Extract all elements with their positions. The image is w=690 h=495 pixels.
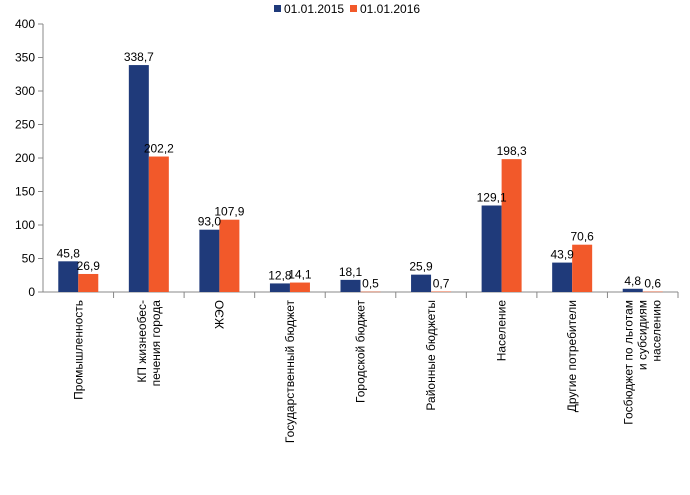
bar-2016 [501,159,522,292]
category-label: КП жизнеобес-печения города [135,300,163,387]
category-label-line: Промышленность [71,300,85,400]
data-label: 12,8 [268,268,292,282]
y-tick-label: 250 [15,118,35,132]
category-label: Промышленность [71,300,85,400]
category-labels: Промышленность КП жизнеобес-печения город… [71,300,663,444]
category-label-line: Госбюджет по льготам [622,300,636,425]
category-label: Городской бюджет [354,300,368,403]
category-label-line: ЖЭО [212,300,226,329]
legend-swatch [350,5,357,12]
y-tick-label: 50 [22,252,36,266]
category-label-line: печения города [149,300,163,387]
data-label: 25,9 [409,260,433,274]
bar-2016 [360,291,381,293]
y-tick-label: 400 [15,17,35,31]
legend-label: 01.01.2016 [360,2,420,16]
data-label: 129,1 [477,191,507,205]
data-label: 202,2 [144,142,174,156]
y-tick-label: 150 [15,185,35,199]
category-label: Другие потребители [565,300,579,412]
bar-2015 [411,274,432,292]
bars [58,65,663,293]
bar-2015 [481,205,502,292]
category-label: Районные бюджеты [424,300,438,411]
data-label: 43,9 [550,248,574,262]
category-label-line: и субсидиям [636,300,650,370]
category-label-line: Районные бюджеты [424,300,438,411]
category-label-line: Другие потребители [565,300,579,412]
data-label: 107,9 [214,205,244,219]
data-label: 4,8 [624,274,641,288]
bar-2016 [78,273,99,292]
data-label: 26,9 [77,259,101,273]
y-tick-label: 200 [15,151,35,165]
data-label: 70,6 [570,230,594,244]
category-label-line: Городской бюджет [354,300,368,403]
y-tick-label: 0 [28,285,35,299]
category-label-line: населению [650,300,664,362]
x-axis [43,291,679,298]
bar-2015 [128,65,149,292]
bar-2015 [199,229,220,292]
y-tick-label: 350 [15,51,35,65]
data-label: 93,0 [198,215,222,229]
bar-2015 [552,262,573,292]
bar-2016 [219,219,240,292]
data-label: 0,7 [433,277,450,291]
legend: 01.01.2015 01.01.2016 [274,2,420,16]
y-tick-label: 300 [15,84,35,98]
y-axis: 0 50 100 150 200 250 300 350 400 [15,17,44,299]
bar-2015 [269,283,290,292]
category-label: Государственный бюджет [283,300,297,444]
data-label: 338,7 [124,50,154,64]
bar-2016 [289,282,310,292]
bar-2015 [58,261,79,292]
bar-2015 [622,288,643,292]
legend-label: 01.01.2015 [284,2,344,16]
category-label-line: Государственный бюджет [283,300,297,444]
legend-swatch [274,5,281,12]
category-label-line: КП жизнеобес- [135,300,149,383]
bar-2016 [431,291,452,293]
bar-2016 [148,156,169,292]
data-label: 45,8 [57,246,81,260]
category-label-line: Население [495,300,509,362]
category-label: Госбюджет по льготам и субсидиям населению [622,300,664,425]
category-label: ЖЭО [212,300,226,329]
data-label: 0,5 [362,277,379,291]
data-label: 18,1 [339,265,363,279]
category-label: Население [495,300,509,362]
y-tick-label: 100 [15,218,35,232]
bar-2016 [642,291,663,293]
data-label: 0,6 [644,277,661,291]
data-label: 14,1 [288,268,312,282]
bar-2015 [340,279,361,292]
bar-2016 [572,244,593,292]
data-label: 198,3 [497,144,527,158]
